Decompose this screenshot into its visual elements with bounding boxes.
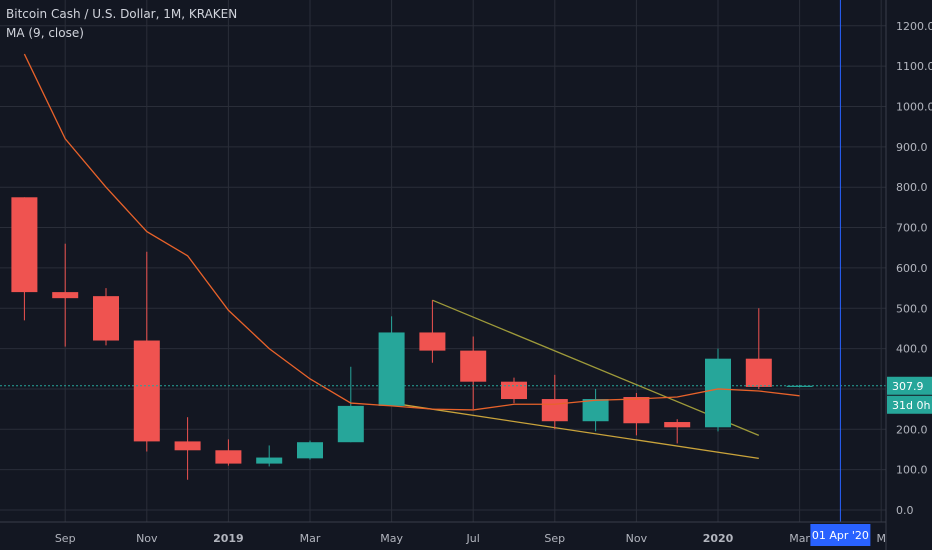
candle-body xyxy=(705,358,731,428)
last-price-tag xyxy=(887,376,932,395)
ma-series xyxy=(23,53,800,411)
candle xyxy=(93,288,119,346)
x-tick-label: Mar xyxy=(300,532,321,545)
candle xyxy=(419,300,446,363)
countdown-label: 31d 0h xyxy=(892,399,930,412)
y-tick-label: 1000.0 xyxy=(896,101,932,114)
candle-body xyxy=(52,292,79,299)
y-tick-label: 1100.0 xyxy=(896,60,932,73)
y-tick-label: 700.0 xyxy=(896,222,928,235)
candle xyxy=(745,308,772,389)
candle xyxy=(11,197,38,321)
candle-body xyxy=(133,340,160,442)
y-tick-label: 800.0 xyxy=(896,181,928,194)
chart-title: Bitcoin Cash / U.S. Dollar, 1M, KRAKEN xyxy=(6,7,238,21)
candle xyxy=(215,439,242,466)
trendlines xyxy=(391,299,760,459)
candle-body xyxy=(215,450,242,464)
candle-body xyxy=(541,399,568,422)
candle-body xyxy=(745,358,772,387)
x-tick-label: Sep xyxy=(544,532,565,545)
x-tick-label: Sep xyxy=(55,532,76,545)
candle-body xyxy=(623,397,650,424)
y-tick-label: 1200.0 xyxy=(896,20,932,33)
countdown-tag xyxy=(887,395,932,414)
axis-labels: 307.9 31d 0h 01 Apr '20 xyxy=(810,376,932,546)
y-tick-label: 400.0 xyxy=(896,343,928,356)
candle-body xyxy=(664,422,691,428)
time-axis[interactable]: Sep Nov 2019 Mar May Jul Sep Nov 2020 Mar M xyxy=(55,532,886,545)
x-tick-label: Mar xyxy=(789,532,810,545)
trendline-lower xyxy=(391,402,759,459)
last-price-label: 307.9 xyxy=(892,380,924,393)
candle xyxy=(705,348,731,432)
y-tick-label: 600.0 xyxy=(896,262,928,275)
candles xyxy=(11,197,813,480)
ma-line xyxy=(23,53,800,411)
candle xyxy=(378,316,405,406)
candle-body xyxy=(378,332,405,406)
x-tick-label: 2020 xyxy=(703,532,734,545)
x-tick-label: Nov xyxy=(136,532,158,545)
candle xyxy=(623,392,650,436)
candle xyxy=(133,251,160,452)
candle-body xyxy=(337,405,364,443)
candle-body xyxy=(11,197,38,293)
candle xyxy=(337,366,364,443)
candle-body xyxy=(460,350,487,382)
candle xyxy=(174,417,201,480)
y-tick-label: 200.0 xyxy=(896,423,928,436)
candle-body xyxy=(501,381,527,400)
candle xyxy=(664,419,691,444)
candle xyxy=(582,388,609,432)
candle-body xyxy=(297,442,323,459)
candle xyxy=(52,243,79,347)
trendline-upper xyxy=(432,299,760,436)
candle-body xyxy=(786,385,813,387)
candle-body xyxy=(93,296,119,341)
y-tick-label: 100.0 xyxy=(896,464,928,477)
candle xyxy=(297,440,323,460)
candle xyxy=(256,445,283,467)
candle-body xyxy=(582,399,609,422)
x-tick-label: 2019 xyxy=(213,532,244,545)
indicator-label: MA (9, close) xyxy=(6,26,84,40)
crosshair-date-tag xyxy=(810,524,871,546)
candle xyxy=(460,336,487,410)
x-tick-label: Nov xyxy=(626,532,648,545)
y-tick-label: 500.0 xyxy=(896,302,928,315)
candle-body xyxy=(419,332,446,351)
x-tick-label: M xyxy=(876,532,886,545)
candle xyxy=(786,384,813,388)
candle-body xyxy=(256,457,283,464)
crosshair-date-label: 01 Apr '20 xyxy=(812,529,869,542)
x-tick-label: May xyxy=(380,532,403,545)
candle-body xyxy=(174,441,201,451)
y-tick-label: 0.0 xyxy=(896,504,914,517)
y-tick-label: 900.0 xyxy=(896,141,928,154)
x-tick-label: Jul xyxy=(466,532,480,545)
